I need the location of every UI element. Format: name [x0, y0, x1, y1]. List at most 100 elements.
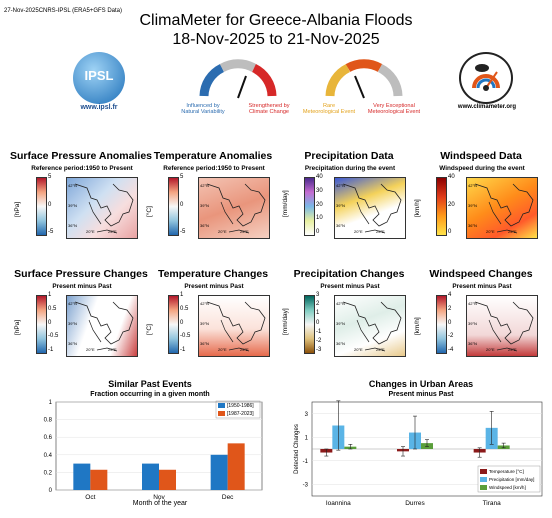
row2-panel-2-tick: -3	[316, 347, 322, 353]
row2-panel-1-lat-tick: 36°N	[200, 341, 209, 346]
row2-panel-1-map	[198, 295, 270, 357]
chart1-bar	[159, 469, 176, 490]
row2-panel-3-lat-tick: 42°N	[468, 301, 477, 306]
row1-panel-1-tick: 0	[180, 201, 184, 208]
chart1-ytick: 1	[49, 400, 53, 406]
row2-panel-0-lat-tick: 42°N	[68, 301, 77, 306]
row1-panel-2-unit: [mm/day]	[282, 190, 289, 217]
row1-panel-3-tick: 20	[448, 201, 455, 208]
chart2-ytick: 1	[305, 435, 309, 441]
row2-panel-2-lat-tick: 39°N	[336, 321, 345, 326]
row2-panel-0-map	[66, 295, 138, 357]
row2-panel-1-lon-tick: 25°E	[240, 347, 249, 352]
row1-panel-1-lon-tick: 20°E	[218, 229, 227, 234]
row2-panel-0-lat-tick: 36°N	[68, 341, 77, 346]
row1-panel-3-unit: [km/h]	[414, 199, 421, 217]
row1-panel-2-colorbar	[304, 177, 315, 236]
gauge2-right-label-2: Meteorological Event	[367, 109, 421, 115]
row2-panel-1-unit: [°C]	[146, 324, 153, 335]
row1-panel-3-lon-tick: 25°E	[508, 229, 517, 234]
row1-panel-2-lon-tick: 25°E	[376, 229, 385, 234]
similar-events-xlabel: Month of the year	[132, 500, 188, 507]
row1-panel-0-colorbar	[36, 177, 47, 236]
chart2-ylabel: Detected Changes	[294, 424, 300, 474]
row2-panel-3-subtitle: Present minus Past	[452, 283, 512, 290]
row2-panel-0-lon-tick: 25°E	[108, 347, 117, 352]
chart1-xtick: Nov	[153, 494, 165, 501]
row2-panel-2-tick: 1	[316, 310, 320, 317]
gauge2-left-label-2: Meteorological Event	[302, 109, 356, 115]
chart1-legend-box	[215, 400, 261, 419]
chart2-xtick: Ioannina	[326, 500, 351, 507]
chart2-ytick: -1	[303, 459, 309, 465]
row1-panel-1-unit: [°C]	[146, 206, 153, 217]
row2-panel-3-lat-tick: 36°N	[468, 341, 477, 346]
row1-panel-3-colorbar	[436, 177, 447, 236]
climameter-logo	[459, 52, 513, 104]
row1-panel-2-lat-tick: 36°N	[336, 223, 345, 228]
row1-panel-3-map	[466, 177, 538, 239]
row1-panel-0-lon-tick: 20°E	[86, 229, 95, 234]
row2-panel-2-tick: -2	[316, 337, 322, 344]
chart2-legend-label: Windspeed [km/h]	[489, 485, 526, 490]
row1-panel-1-map	[198, 177, 270, 239]
timestamp: 27-Nov-2025CNRS-IPSL (ERA5+GFS Data)	[4, 8, 122, 14]
row1-panel-0-lat-tick: 42°N	[68, 183, 77, 188]
row2-panel-1-tick: 0	[180, 319, 184, 326]
row2-panel-3-tick: -4	[448, 347, 454, 353]
row1-panel-0-title: Surface Pressure Anomalies	[9, 150, 152, 162]
row1-panel-0-lat-tick: 39°N	[68, 203, 77, 208]
gauge1-right-label-1: Strengthened by	[248, 103, 290, 109]
chart1-xtick: Dec	[222, 494, 234, 501]
row1-panel-0-tick: -5	[48, 229, 54, 235]
row2-panel-1-tick: 0.5	[180, 305, 189, 312]
row1-panel-3-subtitle: Windspeed during the event	[439, 165, 525, 172]
chart1-ytick: 0.2	[44, 470, 53, 476]
gauge1-left-label-1: Influenced by	[186, 103, 220, 109]
chart2-xtick: Tirana	[483, 500, 502, 507]
similar-events-subtitle: Fraction occurring in a given month	[90, 391, 210, 398]
row1-panel-1-tick: 5	[180, 174, 184, 180]
chart1-bar	[90, 469, 108, 490]
climameter-url: www.climameter.org	[457, 104, 517, 110]
row1-panel-1-lat-tick: 36°N	[200, 223, 209, 228]
chart1-bar	[210, 454, 228, 490]
urban-changes-chart: -3 -1 1 3 Detected Changes Ioannina Durres Tira…	[294, 400, 543, 507]
row2-panel-3-tick: -2	[448, 333, 454, 340]
row1-panel-3-title: Windspeed Data	[440, 150, 522, 162]
climate-change-gauge	[199, 59, 277, 99]
row1-panel-3-tick: 40	[448, 174, 455, 180]
chart2-legend-swatch	[480, 485, 487, 490]
row2-panel-0-lat-tick: 39°N	[68, 321, 77, 326]
row1-panel-2-lat-tick: 39°N	[336, 203, 345, 208]
row2-panel-2-lon-tick: 25°E	[376, 347, 385, 352]
row2-panel-2-unit: [mm/day]	[282, 308, 289, 335]
row1-panel-2-map	[334, 177, 406, 239]
ipsl-logo: IPSL	[73, 52, 125, 104]
row1-panel-0-unit: [hPa]	[14, 201, 21, 217]
row2-panel-0-tick: -0.5	[48, 333, 59, 340]
chart1-bar	[227, 443, 245, 490]
row1-panel-2-title: Precipitation Data	[304, 150, 394, 162]
row1-panel-2-subtitle: Precipitation during the event	[304, 165, 396, 172]
row2-panel-1-subtitle: Present minus Past	[184, 283, 244, 290]
row2-panel-2-lon-tick: 20°E	[354, 347, 363, 352]
similar-events-title: Similar Past Events	[108, 379, 192, 389]
row1-panel-0-lon-tick: 25°E	[108, 229, 117, 234]
row2-panel-3-colorbar	[436, 295, 447, 354]
row1-panel-3-lat-tick: 42°N	[468, 183, 477, 188]
chart2-legend-label: Temperature [°C]	[489, 469, 524, 474]
gauge2-right-label-1: Very Exceptional	[373, 103, 415, 109]
row1-panel-1-tick: -5	[180, 229, 186, 235]
row2-panel-0-subtitle: Present minus Past	[52, 283, 112, 290]
row2-panel-3-map	[466, 295, 538, 357]
row1-panel-1-lat-tick: 42°N	[200, 183, 209, 188]
row1-panel-3-lat-tick: 36°N	[468, 223, 477, 228]
row2-panel-3-lon-tick: 25°E	[508, 347, 517, 352]
row2-panel-2-tick: 3	[316, 292, 320, 298]
urban-changes-subtitle: Present minus Past	[388, 391, 454, 398]
row2-panel-1-lat-tick: 39°N	[200, 321, 209, 326]
chart2-ytick: -3	[303, 482, 309, 488]
row2-panel-1-lat-tick: 42°N	[200, 301, 209, 306]
row2-panel-0-colorbar	[36, 295, 47, 354]
